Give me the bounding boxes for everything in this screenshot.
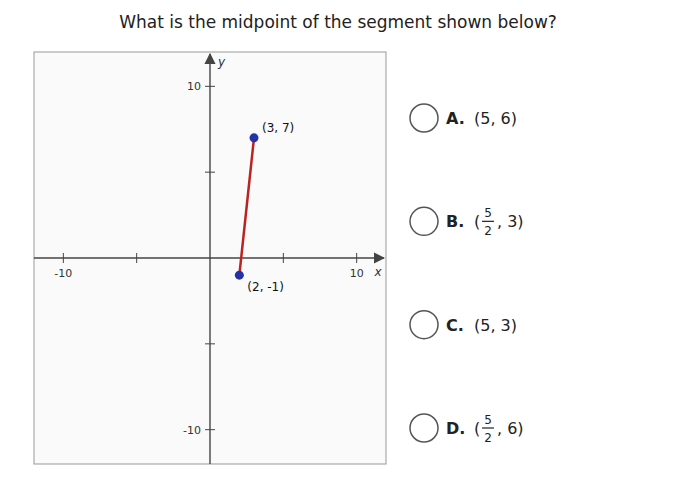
x-axis-label: x <box>373 265 382 279</box>
point <box>250 133 259 142</box>
choice-text: , 3) <box>497 212 524 231</box>
y-axis <box>209 54 210 464</box>
y-axis-label: y <box>217 55 226 69</box>
y-tick <box>205 429 215 430</box>
y-tick-label: 10 <box>187 80 201 93</box>
choice-numerator: 5 <box>484 206 492 220</box>
chart: What is the midpoint of the segment show… <box>0 0 676 492</box>
point <box>235 271 244 280</box>
choice-letter: D. <box>446 419 465 438</box>
choice-radio[interactable] <box>410 104 438 132</box>
plot-frame <box>34 52 386 464</box>
y-tick-label: -10 <box>183 424 201 437</box>
x-tick <box>283 253 284 263</box>
choice-text: (5, 3) <box>474 316 517 335</box>
choice-letter: B. <box>446 212 464 231</box>
choice-radio[interactable] <box>410 414 438 442</box>
x-tick <box>63 253 64 263</box>
choice-text: (5, 6) <box>474 109 517 128</box>
point-label: (3, 7) <box>262 121 294 135</box>
choice-letter: C. <box>446 316 464 335</box>
y-tick <box>205 86 215 87</box>
choice-radio[interactable] <box>410 311 438 339</box>
x-tick-label: 10 <box>350 267 364 280</box>
y-tick <box>205 343 215 344</box>
point-label: (2, -1) <box>247 280 284 294</box>
choice-text: , 6) <box>497 419 524 438</box>
choice-paren: ( <box>474 212 480 231</box>
data-layer <box>235 133 259 279</box>
choice-paren: ( <box>474 419 480 438</box>
title: What is the midpoint of the segment show… <box>119 12 557 32</box>
x-axis <box>34 257 384 258</box>
x-tick <box>136 253 137 263</box>
segment <box>239 138 254 275</box>
fraction-bar <box>482 427 494 428</box>
x-tick <box>356 253 357 263</box>
choice-letter: A. <box>446 109 465 128</box>
fraction-bar <box>482 221 494 222</box>
x-tick-label: -10 <box>54 267 72 280</box>
choice-denominator: 2 <box>484 224 492 238</box>
choice-radio[interactable] <box>410 207 438 235</box>
choice-numerator: 5 <box>484 413 492 427</box>
choice-denominator: 2 <box>484 431 492 445</box>
y-tick <box>205 172 215 173</box>
